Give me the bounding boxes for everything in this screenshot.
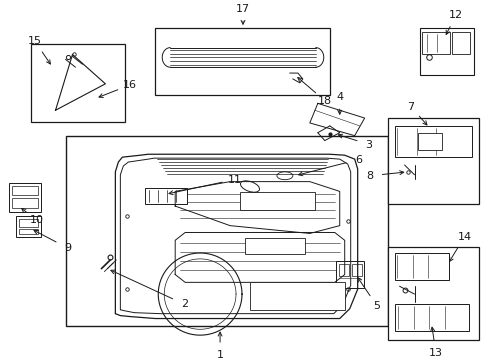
Bar <box>9 183 41 212</box>
Text: 3: 3 <box>365 140 372 149</box>
Bar <box>249 282 344 310</box>
Text: 12: 12 <box>448 10 462 21</box>
Bar <box>394 304 468 331</box>
Bar <box>240 192 314 210</box>
Bar <box>244 238 304 254</box>
Bar <box>387 247 478 340</box>
Text: 13: 13 <box>428 348 442 357</box>
Text: 2: 2 <box>180 299 187 309</box>
Bar <box>19 219 38 226</box>
Bar <box>387 118 478 204</box>
Bar <box>394 126 471 157</box>
Bar <box>16 216 41 237</box>
Bar <box>394 253 448 280</box>
Text: 15: 15 <box>28 36 42 46</box>
Bar <box>65 136 387 327</box>
Text: 9: 9 <box>63 243 71 253</box>
Text: 18: 18 <box>318 96 332 106</box>
Bar <box>12 185 38 195</box>
Bar <box>338 264 348 275</box>
Bar <box>417 133 442 150</box>
Text: 10: 10 <box>29 215 43 225</box>
Bar <box>335 261 363 288</box>
Text: 4: 4 <box>335 91 343 102</box>
Bar <box>19 229 38 234</box>
Bar <box>31 44 125 122</box>
Text: 6: 6 <box>354 154 361 165</box>
Bar <box>12 198 38 208</box>
Bar <box>419 28 473 75</box>
Text: 16: 16 <box>122 80 136 90</box>
Text: 11: 11 <box>227 175 241 185</box>
Bar <box>351 264 361 275</box>
Bar <box>422 32 449 54</box>
Text: 1: 1 <box>216 350 223 360</box>
Bar <box>451 32 469 54</box>
Bar <box>145 189 187 204</box>
Text: 5: 5 <box>373 301 380 311</box>
Text: 14: 14 <box>456 232 470 242</box>
Text: 17: 17 <box>235 4 249 14</box>
Bar <box>155 28 329 95</box>
Text: 7: 7 <box>407 102 414 112</box>
Text: 8: 8 <box>366 171 372 181</box>
